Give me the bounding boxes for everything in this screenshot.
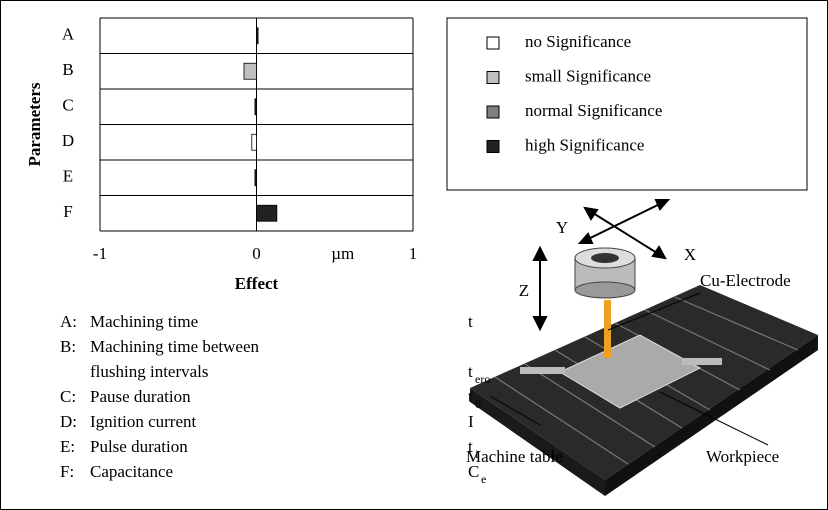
y-tick-label: F: [63, 202, 72, 221]
param-key: A:: [60, 312, 77, 331]
param-symbol: t: [468, 387, 473, 406]
y-tick-label: C: [62, 96, 73, 115]
param-key: D:: [60, 412, 77, 431]
param-symbol: t: [468, 312, 473, 331]
axis-label-y: Y: [556, 218, 568, 237]
bar: [256, 204, 278, 222]
legend-swatch: [486, 140, 500, 153]
spindle-hole: [591, 253, 619, 263]
param-key: F:: [60, 462, 74, 481]
param-desc: Pause duration: [90, 387, 191, 406]
workpiece-plate: [558, 334, 702, 409]
leader-lines: [489, 292, 769, 446]
bar: [254, 169, 257, 187]
x-axis-title: Effect: [235, 274, 279, 293]
x-tick-label: 0: [252, 244, 261, 263]
param-subscript: 0: [475, 397, 481, 411]
y-tick-label: E: [63, 167, 73, 186]
param-subscript: e: [481, 472, 486, 486]
x-tick-label: 1: [409, 244, 418, 263]
bar: [243, 62, 257, 80]
bar: [256, 27, 259, 45]
axis-arrows: [532, 199, 671, 332]
x-tick-label: -1: [93, 244, 107, 263]
bar: [251, 133, 257, 151]
y-tick-label: A: [62, 25, 75, 44]
spindle-bottom: [574, 281, 636, 299]
legend-box: [446, 17, 808, 191]
axis-label-z: Z: [519, 281, 529, 300]
legend-label: high Significance: [525, 135, 644, 154]
machine-illustration: [470, 199, 818, 496]
table-edge: [605, 335, 818, 496]
bar: [254, 98, 257, 116]
clamp-left: [520, 367, 565, 374]
param-symbol: t: [468, 437, 473, 456]
param-key: C:: [60, 387, 76, 406]
param-key: B:: [60, 337, 76, 356]
legend-swatch: [486, 71, 500, 84]
y-axis-title: Parameters: [25, 82, 44, 166]
legend-label: small Significance: [525, 66, 651, 85]
param-desc: Capacitance: [90, 462, 173, 481]
param-symbol: I: [468, 412, 474, 431]
table-label: Machine table: [466, 447, 563, 466]
param-symbol: t: [468, 362, 473, 381]
param-key: E:: [60, 437, 75, 456]
y-tick-label: D: [62, 131, 74, 150]
param-desc: Pulse duration: [90, 437, 188, 456]
clamp-right: [682, 358, 722, 365]
param-subscript: ero: [475, 372, 490, 386]
table-side: [470, 388, 605, 496]
axis-label-x: X: [684, 245, 696, 264]
param-subscript: i: [475, 447, 479, 461]
legend-swatch: [486, 36, 500, 50]
workpiece-label: Workpiece: [706, 447, 779, 466]
param-desc: Ignition current: [90, 412, 196, 431]
x-unit: µm: [331, 244, 354, 263]
legend-label: normal Significance: [525, 101, 662, 120]
y-tick-label: B: [62, 60, 73, 79]
electrode: [604, 300, 611, 358]
legend-swatch: [486, 105, 500, 119]
param-desc: flushing intervals: [90, 362, 209, 381]
param-desc: Machining time between: [90, 337, 260, 356]
param-symbol: C: [468, 462, 479, 481]
param-desc: Machining time: [90, 312, 198, 331]
legend-label: no Significance: [525, 32, 631, 51]
electrode-label: Cu-Electrode: [700, 271, 791, 290]
